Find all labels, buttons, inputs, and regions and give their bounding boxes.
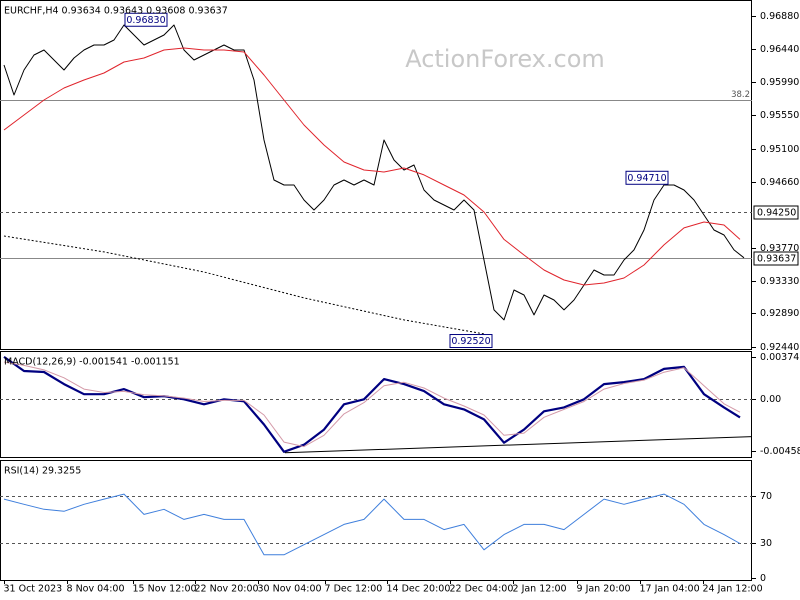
y-tick-label: 0.003743 (760, 352, 800, 363)
y-tick-label: 0.94660 (760, 177, 799, 188)
y-tick-label: 0.96440 (760, 44, 799, 55)
annotation-box (124, 12, 168, 27)
annotation-box (625, 170, 669, 185)
panel-frame (0, 460, 752, 581)
x-tick-label: 17 Jan 04:00 (640, 584, 700, 595)
x-tick-label: 22 Nov 20:00 (195, 584, 259, 595)
panel-title: RSI(14) 29.3255 (4, 466, 81, 477)
series-line (3, 356, 741, 453)
x-tick-label: 15 Nov 12:00 (133, 584, 197, 595)
x-tick-label: 9 Jan 20:00 (577, 584, 631, 595)
series-line (3, 493, 741, 556)
y-tick-label: 0.92440 (760, 342, 799, 353)
y-tick-label: 30 (760, 538, 772, 549)
y-tick-label: 0.93770 (760, 243, 799, 254)
x-tick-label: 14 Dec 20:00 (387, 584, 451, 595)
series-line (3, 47, 741, 286)
x-tick-label: 7 Dec 12:00 (325, 584, 383, 595)
panel-frame (0, 351, 752, 458)
price-box (753, 205, 799, 220)
annotation-label: 0.94710 (627, 173, 666, 184)
series-line (3, 361, 741, 448)
y-tick-label: 70 (760, 491, 772, 502)
series-line (284, 436, 753, 454)
panel-frame (0, 0, 752, 350)
annotation-box (449, 334, 493, 349)
y-tick-label: 0.95990 (760, 77, 799, 88)
annotation-label: 0.92520 (451, 336, 490, 347)
y-tick-label: 0.95550 (760, 110, 799, 121)
y-tick-label: 0 (760, 573, 766, 584)
y-tick-label: 0.00 (760, 394, 781, 405)
level-label: 38.2 (731, 90, 750, 100)
x-tick-label: 2 Jan 12:00 (513, 584, 567, 595)
price-box-label: 0.93637 (757, 254, 796, 265)
x-tick-label: 24 Jan 12:00 (703, 584, 763, 595)
x-tick-label: 31 Oct 2023 (4, 584, 63, 595)
panel-title: EURCHF,H4 0.93634 0.93643 0.93608 0.9363… (4, 6, 228, 17)
x-tick-label: 30 Nov 04:00 (258, 584, 322, 595)
y-tick-label: 0.95100 (760, 144, 799, 155)
y-tick-label: 0.96880 (760, 11, 799, 22)
price-box (753, 251, 799, 266)
panel-title: MACD(12,26,9) -0.001541 -0.001151 (4, 357, 180, 368)
y-tick-label: 0.92890 (760, 308, 799, 319)
x-tick-label: 22 Dec 04:00 (450, 584, 514, 595)
price-box-label: 0.94250 (757, 208, 796, 219)
series-line (3, 24, 745, 321)
y-tick-label: 0.93330 (760, 276, 799, 287)
watermark: ActionForex.com (405, 45, 605, 73)
annotation-label: 0.96830 (126, 15, 165, 26)
series-line (3, 235, 485, 335)
y-tick-label: -0.004585 (760, 446, 800, 457)
x-tick-label: 8 Nov 04:00 (67, 584, 125, 595)
